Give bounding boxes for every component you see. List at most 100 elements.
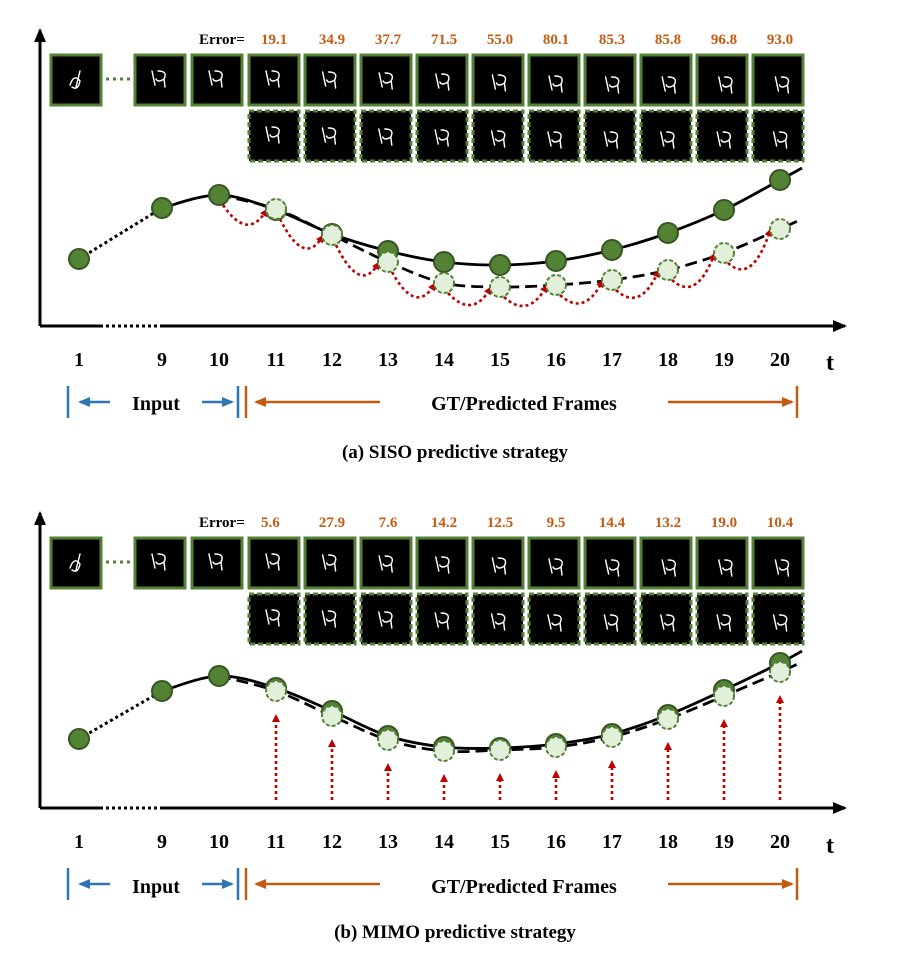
predicted-node	[545, 274, 567, 296]
predicted-frame	[359, 592, 413, 646]
time-tick-label: 15	[490, 831, 510, 853]
input-link	[78, 206, 163, 261]
error-value: 13.2	[655, 515, 681, 531]
gt-frame	[639, 53, 693, 107]
time-tick-label: 19	[714, 349, 734, 371]
predicted-frame	[639, 109, 693, 163]
predicted-node	[265, 198, 287, 220]
predicted-frame	[583, 592, 637, 646]
frame-box	[359, 536, 413, 590]
digit-stroke	[490, 613, 506, 631]
digit-stroke	[604, 559, 620, 577]
gt-frame	[471, 536, 525, 590]
predicted-node	[713, 685, 735, 707]
digit-stroke	[547, 131, 562, 149]
error-value: 7.6	[379, 515, 398, 531]
time-tick-label: 9	[157, 349, 167, 371]
frame-box	[695, 592, 749, 646]
digit-stroke	[548, 75, 563, 93]
digit-stroke	[434, 612, 450, 630]
digit-stroke	[265, 609, 280, 627]
gt-frame	[415, 536, 469, 590]
predicted-frame	[527, 592, 581, 646]
frame-strip	[49, 53, 805, 163]
digit-stroke	[265, 553, 280, 571]
frame-box	[415, 592, 469, 646]
time-tick-label: 15	[490, 349, 510, 371]
time-tick-label: 16	[546, 831, 566, 853]
input-range-label: Input	[132, 393, 180, 415]
frame-box	[695, 536, 749, 590]
digit-stroke	[378, 128, 393, 146]
predicted-node	[265, 680, 287, 702]
gt-node	[433, 251, 455, 273]
time-tick-label: 1	[74, 831, 84, 853]
frame-box	[639, 109, 693, 163]
frame-box	[247, 53, 301, 107]
predicted-node	[601, 726, 623, 748]
frame-box	[359, 109, 413, 163]
recursive-arrow	[727, 228, 773, 271]
trajectory-plot	[68, 166, 803, 308]
error-row: Error=	[199, 515, 245, 531]
predicted-frame	[583, 109, 637, 163]
gt-node	[151, 197, 173, 219]
digit-stroke	[151, 70, 166, 88]
digit-stroke	[435, 556, 450, 574]
time-tick-label: 13	[378, 349, 398, 371]
input-frame	[133, 53, 187, 107]
predicted-frame	[695, 109, 749, 163]
frame-box	[247, 592, 301, 646]
time-tick-label: 20	[770, 349, 790, 371]
input-frame	[133, 536, 187, 590]
time-tick-labels: 1 9 10 11 12 13 14 15 16 17 18 19 20	[74, 831, 790, 853]
predicted-frame	[247, 592, 301, 646]
recursive-arrow	[559, 279, 604, 305]
trajectory-plot	[68, 649, 803, 800]
error-value: 93.0	[767, 32, 793, 48]
panel-caption: (b) MIMO predictive strategy	[334, 922, 576, 943]
frame-box	[247, 536, 301, 590]
error-value: 14.2	[431, 515, 457, 531]
range-indicators: Input GT/Predicted Frames	[66, 868, 799, 900]
digit-stroke	[716, 614, 732, 632]
predicted-node	[769, 661, 791, 683]
input-link	[78, 689, 163, 741]
predicted-frame	[695, 592, 749, 646]
digit-stroke	[774, 559, 790, 577]
error-value: 34.9	[319, 32, 345, 48]
error-values: 19.1 34.9 37.7 71.5 55.0 80.1 85.3 85.8 96.8 93.0	[261, 32, 793, 48]
time-axis-label: t	[826, 350, 834, 376]
predicted-node	[545, 736, 567, 758]
error-value: 14.4	[599, 515, 626, 531]
digit-stroke	[69, 553, 81, 572]
frame-box	[751, 53, 805, 107]
digit-stroke	[208, 70, 223, 88]
predicted-frame	[527, 109, 581, 163]
time-tick-label: 17	[602, 349, 622, 371]
recursive-arrow	[278, 218, 324, 250]
input-frame	[190, 536, 244, 590]
digit-stroke	[548, 558, 563, 576]
gt-node	[601, 239, 623, 261]
error-value: 19.0	[711, 515, 737, 531]
digit-stroke	[321, 554, 337, 572]
digit-stroke	[435, 73, 450, 91]
frame-box	[415, 53, 469, 107]
error-label: Error=	[199, 32, 245, 48]
frame-box	[751, 536, 805, 590]
digit-stroke	[265, 126, 280, 144]
time-tick-label: 13	[378, 831, 398, 853]
recursive-arrow	[671, 252, 716, 289]
gt-node	[545, 250, 567, 272]
input-range-label: Input	[132, 876, 180, 898]
digit-stroke	[321, 127, 337, 145]
recursive-arrow	[447, 286, 492, 307]
time-axis	[34, 511, 847, 814]
digit-stroke	[434, 129, 450, 147]
digit-stroke	[490, 130, 506, 148]
frame-box	[695, 109, 749, 163]
gt-frame	[583, 536, 637, 590]
frame-box	[639, 536, 693, 590]
frame-box	[471, 53, 525, 107]
